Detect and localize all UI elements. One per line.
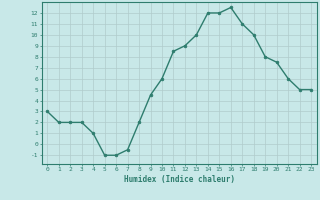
X-axis label: Humidex (Indice chaleur): Humidex (Indice chaleur) xyxy=(124,175,235,184)
